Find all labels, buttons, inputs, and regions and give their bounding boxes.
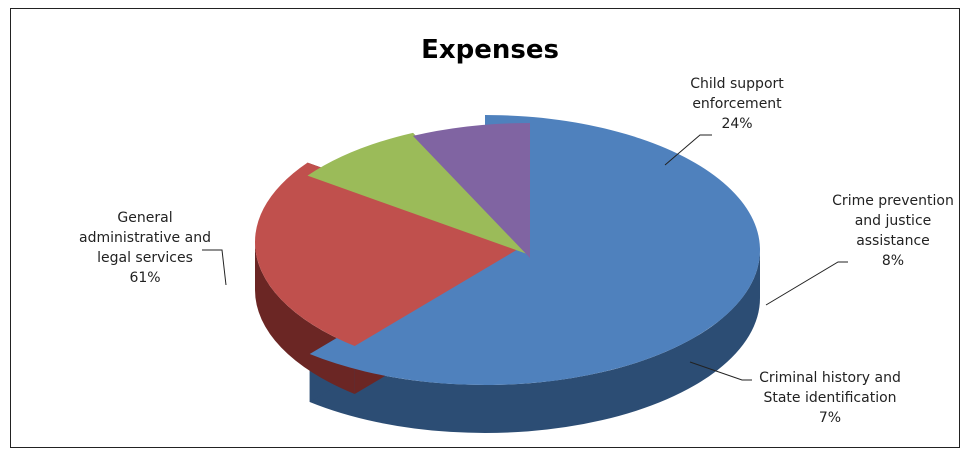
leader-line-1 bbox=[664, 134, 712, 166]
pie-slice-side-0 bbox=[309, 250, 760, 433]
leader-line-0 bbox=[202, 249, 227, 286]
pie-slice-3 bbox=[412, 123, 530, 258]
slice-label-2: Crime prevention and justice assistance 8% bbox=[832, 193, 954, 269]
chart-title: Expenses bbox=[421, 35, 559, 65]
slice-label-1: Child support enforcement 24% bbox=[690, 76, 784, 132]
leader-line-2 bbox=[765, 261, 848, 306]
leader-line-3 bbox=[689, 361, 752, 381]
pie-slice-1 bbox=[255, 162, 530, 347]
slice-label-3: Criminal history and State identification… bbox=[759, 370, 901, 426]
pie-slice-2 bbox=[307, 132, 530, 255]
pie-slice-0 bbox=[309, 115, 760, 385]
pie-slices bbox=[255, 115, 760, 433]
pie-labels: General administrative and legal services 6… bbox=[79, 76, 954, 426]
slice-label-0: General administrative and legal services 6… bbox=[79, 210, 211, 286]
